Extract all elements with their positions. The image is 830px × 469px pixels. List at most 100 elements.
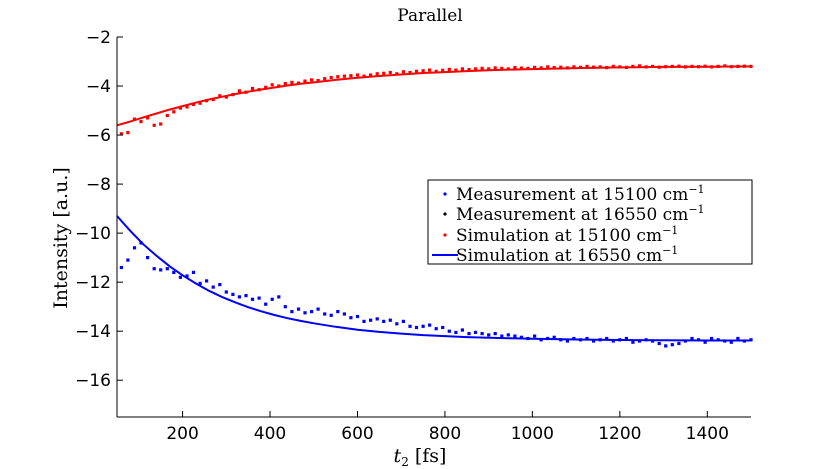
measurement-15100-point <box>447 329 451 333</box>
simulation-15100-point <box>303 79 307 83</box>
simulation-15100-point <box>618 65 622 69</box>
simulation-15100-point <box>611 64 615 68</box>
x-tick-label: 200 <box>166 424 198 444</box>
simulation-15100-point <box>605 66 609 70</box>
measurement-15100-point <box>290 310 294 314</box>
simulation-15100-point <box>631 64 635 68</box>
x-tick-label: 1400 <box>686 424 729 444</box>
measurement-15100-point <box>231 292 235 296</box>
simulation-15100-point <box>244 90 248 94</box>
simulation-15100-point <box>723 64 727 68</box>
measurement-15100-point <box>618 338 622 342</box>
simulation-15100-point <box>578 65 583 69</box>
simulation-15100-point <box>323 77 327 81</box>
legend-sup-2: −1 <box>662 224 678 237</box>
simulation-15100-point <box>710 65 714 69</box>
measurement-15100-point <box>723 339 727 343</box>
measurement-15100-point <box>283 305 287 309</box>
simulation-15100-point <box>506 67 510 71</box>
simulation-15100-point <box>598 65 602 69</box>
measurement-15100-point <box>355 314 360 319</box>
legend-label-simulation-15100: Simulation at 15100 cm−1 <box>456 224 678 246</box>
measurement-15100-point <box>598 338 602 342</box>
measurement-15100-point <box>303 311 307 315</box>
measurement-15100-point <box>460 328 464 332</box>
measurement-15100-point <box>172 270 176 274</box>
y-ticks: −16 −14 −12 −10 −8 −6 −4 −2 <box>75 28 123 391</box>
measurement-15100-point <box>572 336 576 341</box>
measurement-15100-point <box>473 330 478 334</box>
simulation-15100-point <box>355 73 360 77</box>
simulation-15100-point <box>205 99 209 103</box>
measurement-15100-point <box>441 325 445 330</box>
legend-text-1: Measurement at 16550 cm <box>456 205 688 225</box>
simulation-15100-point <box>237 89 241 93</box>
measurement-15100-point <box>257 296 261 300</box>
measurement-15100-point <box>264 302 268 306</box>
measurement-15100-point <box>178 275 182 279</box>
legend-text-2: Simulation at 15100 cm <box>456 226 662 246</box>
plot-area <box>116 64 753 348</box>
legend-label-measurement-15100: Measurement at 15100 cm−1 <box>456 183 705 205</box>
simulation-15100-point <box>283 82 287 86</box>
measurement-15100-point <box>421 324 425 328</box>
simulation-15100-point <box>447 67 451 71</box>
simulation-15100-point <box>401 70 405 74</box>
simulation-15100-point <box>165 113 169 118</box>
measurement-15100-point <box>434 327 438 331</box>
simulation-15100-point <box>257 88 261 92</box>
chart-title: Parallel <box>397 6 462 26</box>
simulation-15100-point <box>264 85 268 89</box>
simulation-15100-point <box>526 66 530 70</box>
measurement-15100-point <box>428 323 432 327</box>
simulation-15100-point <box>696 65 701 69</box>
measurement-15100-point <box>126 258 130 262</box>
simulation-15100-point <box>270 83 274 87</box>
measurement-15100-point <box>480 332 484 336</box>
measurement-15100-point <box>565 339 569 343</box>
measurement-15100-point <box>690 336 694 341</box>
simulation-15100-point <box>552 66 556 70</box>
measurement-15100-point <box>139 241 143 245</box>
measurement-15100-point <box>395 322 399 326</box>
simulation-15100-point <box>441 68 445 72</box>
x-axis-label-unit: [fs] <box>415 445 447 467</box>
simulation-15100-point <box>329 75 333 80</box>
simulation-15100-point <box>585 64 589 68</box>
y-tick-label: −2 <box>86 28 111 48</box>
measurement-15100-point <box>710 336 714 341</box>
legend-marker-simulation-15100 <box>443 233 447 237</box>
simulation-16550-line <box>116 215 751 342</box>
simulation-15100-point <box>657 65 661 69</box>
simulation-15100-point <box>395 72 399 76</box>
measurement-15100-point <box>165 267 169 271</box>
measurement-15100-point <box>605 336 609 341</box>
simulation-15100-point <box>421 69 425 73</box>
x-ticks: 200 400 600 800 1000 1200 1400 <box>166 411 729 444</box>
measurement-15100-point <box>270 297 274 301</box>
x-axis-label: t2 [fs] <box>394 445 447 469</box>
legend-text-3: Simulation at 16550 cm <box>456 246 662 266</box>
measurement-15100-point <box>513 334 517 338</box>
measurement-15100-point <box>657 341 661 346</box>
measurement-15100-point <box>237 295 241 299</box>
measurement-15100-point <box>198 281 202 285</box>
simulation-15100-point <box>533 65 537 69</box>
simulation-15100-point <box>651 64 655 68</box>
measurement-15100-point <box>631 340 635 344</box>
legend-sup-1: −1 <box>688 203 704 216</box>
measurement-15100-point <box>408 324 412 328</box>
simulation-15100-point <box>119 132 123 136</box>
measurement-15100-point <box>388 318 392 322</box>
measurement-15100-point <box>624 336 628 341</box>
legend-sup-3: −1 <box>662 244 678 257</box>
legend-box <box>427 179 753 265</box>
measurement-15100-point <box>329 313 333 317</box>
measurement-15100-point <box>533 334 537 338</box>
measurement-15100-point <box>611 339 615 343</box>
simulation-15100-point <box>637 64 642 68</box>
simulation-15100-point <box>664 65 668 69</box>
y-tick-label: −16 <box>75 371 111 391</box>
measurement-15100-point <box>592 339 596 343</box>
